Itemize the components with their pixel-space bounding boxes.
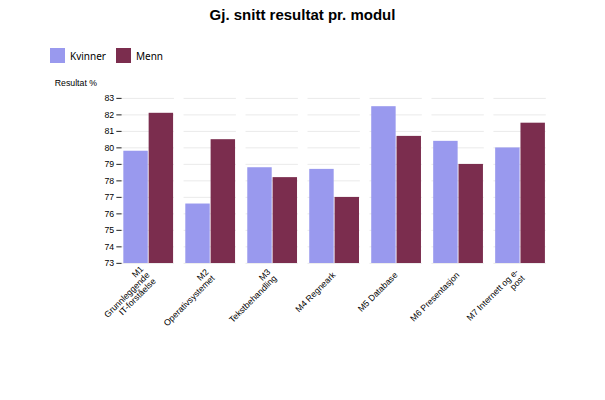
html-text:Menn: Menn	[136, 48, 164, 63]
svg-text:M6 Presentasjon: M6 Presentasjon	[408, 270, 461, 323]
svg-text:78: 78	[104, 176, 114, 186]
svg-text:83: 83	[104, 93, 114, 103]
svg-text:M1GrunnleggendeIT-forståelse: M1GrunnleggendeIT-forståelse	[96, 264, 158, 326]
svg-text:82: 82	[104, 110, 114, 120]
svg-text:M2Operativsystemet: M2Operativsystemet	[155, 267, 217, 329]
svg-text:M5 Database: M5 Database	[356, 270, 400, 314]
svg-text:M3Tekstbehandling: M3Tekstbehandling	[221, 267, 279, 325]
svg-text:75: 75	[104, 225, 114, 235]
svg-text:79: 79	[104, 159, 114, 169]
svg-text:80: 80	[104, 143, 114, 153]
svg-text:Resultat %: Resultat %	[55, 78, 97, 88]
svg-text:74: 74	[104, 242, 114, 252]
svg-text:M7 Internett og e-post: M7 Internett og e-post	[465, 267, 527, 329]
svg-text:M4 Regneark: M4 Regneark	[293, 270, 338, 315]
svg-text:76: 76	[104, 209, 114, 219]
svg-text:81: 81	[104, 126, 114, 136]
svg-text:77: 77	[104, 192, 114, 202]
html-text:Kvinner: Kvinner	[70, 48, 106, 63]
html-text:Gj. snitt resultat pr. modul: Gj. snitt resultat pr. modul	[209, 6, 396, 23]
svg-text:73: 73	[104, 258, 114, 268]
